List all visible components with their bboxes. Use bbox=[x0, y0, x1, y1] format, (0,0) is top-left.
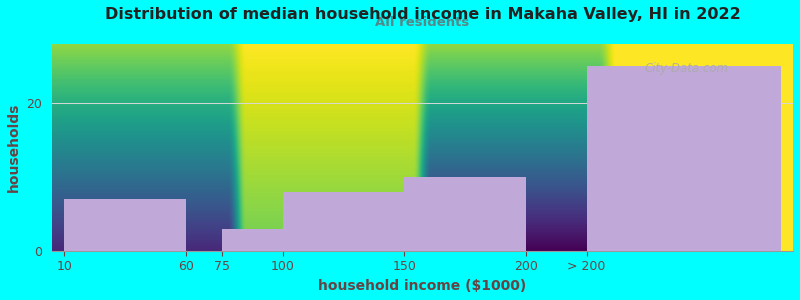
Title: Distribution of median household income in Makaha Valley, HI in 2022: Distribution of median household income … bbox=[105, 7, 741, 22]
Text: All residents: All residents bbox=[375, 16, 470, 29]
Text: City-Data.com: City-Data.com bbox=[645, 62, 729, 75]
Bar bbox=[586, 66, 781, 251]
X-axis label: household income ($1000): household income ($1000) bbox=[318, 279, 526, 293]
Bar bbox=[283, 192, 404, 251]
Bar bbox=[64, 199, 186, 251]
Bar bbox=[404, 177, 526, 251]
Bar bbox=[222, 229, 283, 251]
Y-axis label: households: households bbox=[7, 103, 21, 192]
